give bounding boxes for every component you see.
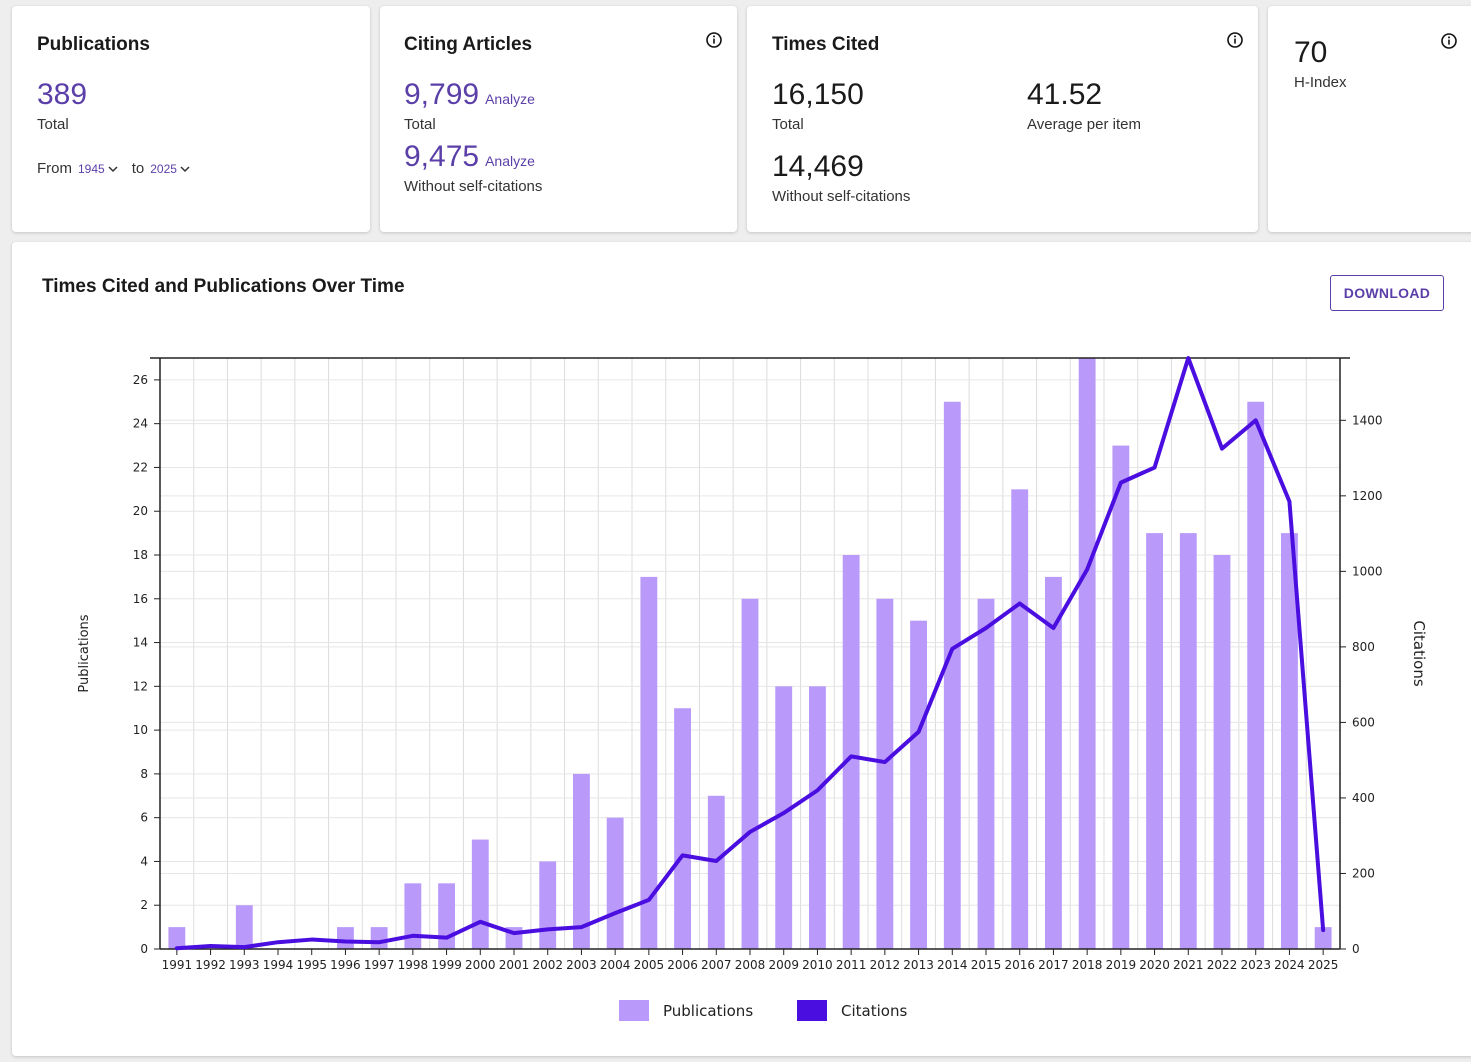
from-label: From	[37, 160, 72, 177]
chart-title: Times Cited and Publications Over Time	[42, 276, 405, 297]
h-index-card: 70 H-Index	[1268, 6, 1471, 232]
publications-total: 389	[37, 78, 88, 111]
info-icon[interactable]	[1440, 32, 1458, 50]
citing-total-label: Total	[404, 116, 436, 133]
info-icon[interactable]	[1226, 31, 1244, 49]
citing-total-row: 9,799 Analyze	[404, 80, 535, 110]
to-year-value: 2025	[150, 161, 177, 176]
analyze-link-without-self[interactable]: Analyze	[485, 153, 535, 169]
times-cited-without-self-label: Without self-citations	[772, 188, 911, 205]
times-cited-card: Times Cited 16,150 Total 41.52 Average p…	[747, 6, 1258, 232]
publications-title: Publications	[37, 34, 150, 55]
analyze-link[interactable]: Analyze	[485, 91, 535, 107]
year-range: From 1945 to 2025	[37, 160, 190, 177]
citing-total: 9,799	[404, 78, 480, 111]
times-cited-total: 16,150	[772, 78, 864, 111]
citing-without-row: 9,475 Analyze	[404, 142, 535, 172]
citing-articles-card: Citing Articles 9,799 Analyze Total 9,47…	[380, 6, 737, 232]
chevron-down-icon	[108, 165, 118, 172]
publications-card: Publications 389 Total From 1945 to 2025	[12, 6, 370, 232]
h-index-value: 70	[1294, 36, 1328, 69]
chevron-down-icon	[180, 165, 190, 172]
average-per-item-label: Average per item	[1027, 116, 1141, 133]
times-cited-without-self: 14,469	[772, 150, 864, 183]
citing-title: Citing Articles	[404, 34, 533, 55]
to-year-select[interactable]: 2025	[150, 162, 190, 176]
citing-without-self: 9,475	[404, 140, 480, 173]
h-index-label: H-Index	[1294, 74, 1347, 91]
average-per-item: 41.52	[1027, 78, 1103, 111]
download-button[interactable]: DOWNLOAD	[1330, 275, 1444, 311]
chart-card: Times Cited and Publications Over Time D…	[12, 242, 1471, 1056]
to-label: to	[131, 160, 145, 177]
info-icon[interactable]	[705, 31, 723, 49]
publications-total-label: Total	[37, 116, 69, 133]
from-year-select[interactable]: 1945	[78, 162, 118, 176]
citing-without-self-label: Without self-citations	[404, 178, 543, 195]
times-cited-title: Times Cited	[772, 34, 880, 55]
times-cited-total-label: Total	[772, 116, 804, 133]
from-year-value: 1945	[78, 161, 105, 176]
